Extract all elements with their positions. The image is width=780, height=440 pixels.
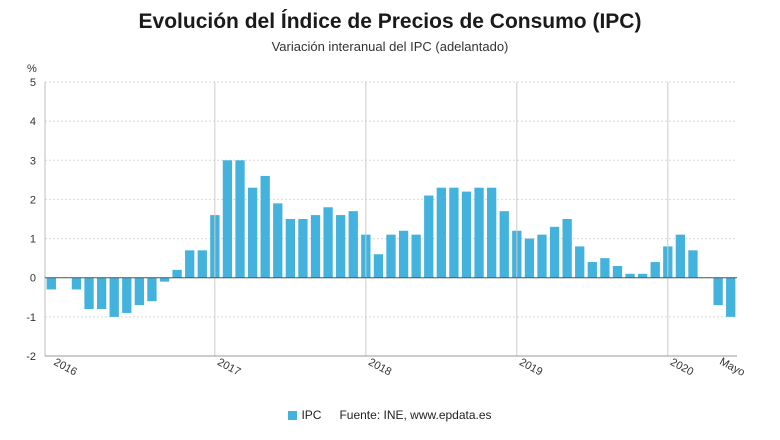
bar bbox=[625, 273, 635, 278]
bar bbox=[411, 234, 421, 278]
bar bbox=[675, 234, 686, 278]
bar bbox=[71, 277, 82, 290]
bar bbox=[436, 187, 446, 278]
bar bbox=[562, 219, 572, 278]
x-axis-labels: 2016 2017 2018 2019 2020 Mayo bbox=[52, 356, 747, 379]
x-tick-label: 2018 bbox=[366, 356, 393, 378]
bar bbox=[348, 211, 358, 278]
x-tick-label: 2020 bbox=[668, 356, 695, 378]
x-tick-label: 2016 bbox=[52, 356, 79, 378]
bar bbox=[298, 219, 308, 278]
x-tick-label: 2019 bbox=[517, 356, 544, 378]
bar bbox=[398, 230, 409, 278]
x-axis bbox=[45, 277, 737, 357]
source-note: Fuente: INE, www.epdata.es bbox=[339, 408, 492, 422]
y-tick-label: 5 bbox=[30, 77, 36, 89]
bar bbox=[612, 265, 623, 278]
y-axis-unit: % bbox=[27, 63, 37, 75]
bar bbox=[323, 207, 333, 278]
bar bbox=[587, 262, 597, 278]
bar bbox=[575, 246, 585, 278]
bar bbox=[159, 277, 170, 282]
y-tick-label: -2 bbox=[26, 351, 36, 363]
grid-lines bbox=[44, 81, 737, 357]
bar bbox=[713, 277, 723, 306]
bar bbox=[134, 277, 145, 306]
bar bbox=[336, 215, 346, 278]
bar bbox=[461, 191, 472, 278]
bar bbox=[84, 277, 94, 310]
bar bbox=[285, 219, 296, 278]
bar bbox=[247, 187, 258, 278]
legend-swatch-ipc bbox=[288, 411, 298, 420]
bar bbox=[197, 250, 207, 278]
legend-label-ipc: IPC bbox=[301, 408, 322, 422]
bar bbox=[474, 187, 484, 278]
bar bbox=[273, 203, 283, 278]
bar bbox=[260, 175, 270, 278]
x-tick-label: Mayo bbox=[717, 356, 746, 379]
x-tick-label: 2017 bbox=[215, 356, 242, 378]
bar bbox=[524, 238, 535, 278]
bar bbox=[688, 250, 698, 278]
y-tick-label: 1 bbox=[30, 234, 36, 246]
bar bbox=[109, 277, 119, 317]
bar bbox=[549, 226, 560, 278]
y-tick-label: 4 bbox=[30, 116, 36, 128]
bar bbox=[600, 258, 610, 278]
bar bbox=[499, 211, 509, 278]
bar bbox=[637, 273, 648, 278]
bar bbox=[147, 277, 157, 302]
y-tick-label: 0 bbox=[30, 273, 36, 285]
bar bbox=[537, 234, 547, 278]
bar bbox=[386, 234, 396, 278]
y-tick-label: 3 bbox=[30, 155, 36, 167]
bar bbox=[650, 262, 660, 278]
chart-subtitle: Variación interanual del IPC (adelantado… bbox=[271, 39, 509, 54]
legend: IPC Fuente: INE, www.epdata.es bbox=[0, 408, 780, 422]
bar bbox=[486, 187, 497, 278]
bar bbox=[96, 277, 107, 310]
y-tick-label: -1 bbox=[26, 312, 36, 324]
bar bbox=[46, 277, 56, 290]
y-tick-label: 2 bbox=[30, 194, 36, 206]
bar bbox=[122, 277, 132, 313]
bar bbox=[373, 254, 384, 278]
bar bbox=[310, 215, 321, 278]
bar bbox=[449, 187, 459, 278]
bar bbox=[424, 195, 434, 278]
bar bbox=[235, 160, 245, 278]
bar bbox=[726, 277, 736, 317]
chart-title: Evolución del Índice de Precios de Consu… bbox=[138, 10, 642, 33]
bar bbox=[185, 250, 195, 278]
year-separators bbox=[214, 82, 669, 356]
y-axis-labels: 5 4 3 2 1 0 -1 -2 bbox=[26, 77, 36, 363]
bar bbox=[222, 160, 233, 278]
ipc-bar-chart: 5 4 3 2 1 0 -1 -2 % 2016 2017 2018 2019 2020 Mayo bbox=[26, 63, 747, 379]
bar bbox=[172, 269, 182, 278]
